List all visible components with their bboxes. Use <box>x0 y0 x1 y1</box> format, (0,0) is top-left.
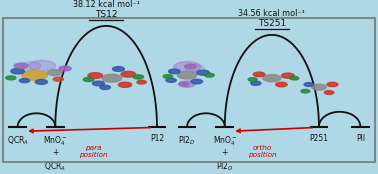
Text: +: + <box>222 148 228 157</box>
Circle shape <box>184 64 196 69</box>
Circle shape <box>22 70 48 80</box>
Text: +: + <box>52 148 59 157</box>
Circle shape <box>178 71 197 79</box>
Circle shape <box>205 73 214 77</box>
Circle shape <box>14 63 28 69</box>
Circle shape <box>29 60 56 71</box>
Circle shape <box>48 70 62 76</box>
Circle shape <box>324 91 334 94</box>
Circle shape <box>93 81 104 86</box>
Circle shape <box>253 72 265 77</box>
Circle shape <box>137 80 146 84</box>
Circle shape <box>185 64 204 72</box>
Circle shape <box>59 66 71 71</box>
Circle shape <box>21 62 41 70</box>
Circle shape <box>53 77 64 81</box>
Circle shape <box>290 76 299 80</box>
Circle shape <box>304 83 313 86</box>
Text: P251: P251 <box>310 134 328 143</box>
Text: QCR$_A$: QCR$_A$ <box>44 160 66 173</box>
Text: TS12: TS12 <box>95 10 118 19</box>
Text: ortho
position: ortho position <box>248 145 277 158</box>
Text: TS251: TS251 <box>258 19 286 28</box>
Circle shape <box>179 82 189 86</box>
Circle shape <box>263 75 281 82</box>
Text: PII: PII <box>356 134 365 143</box>
Circle shape <box>133 75 144 79</box>
Circle shape <box>248 78 257 81</box>
Circle shape <box>113 67 124 71</box>
Circle shape <box>197 70 209 75</box>
Circle shape <box>11 69 25 74</box>
Circle shape <box>100 85 110 89</box>
Circle shape <box>169 69 180 74</box>
Text: PI2$_D$: PI2$_D$ <box>178 134 196 147</box>
Circle shape <box>166 78 176 82</box>
Circle shape <box>121 71 136 77</box>
Text: 34.56 kcal mol⁻¹: 34.56 kcal mol⁻¹ <box>239 9 305 18</box>
Circle shape <box>35 80 48 84</box>
Circle shape <box>191 79 203 84</box>
Circle shape <box>276 82 287 87</box>
Circle shape <box>83 77 94 82</box>
Text: P12: P12 <box>150 134 164 143</box>
Text: QCR$_A$: QCR$_A$ <box>7 134 29 147</box>
Text: MnO$_4^-$: MnO$_4^-$ <box>43 134 68 148</box>
Text: MnO$_4^-$: MnO$_4^-$ <box>212 134 237 148</box>
Text: para
position: para position <box>79 145 107 158</box>
Circle shape <box>327 82 338 87</box>
Text: PI2$_O$: PI2$_O$ <box>216 160 234 173</box>
Circle shape <box>102 74 122 82</box>
Circle shape <box>118 82 132 87</box>
Circle shape <box>174 62 201 72</box>
Circle shape <box>311 84 326 90</box>
Circle shape <box>6 76 16 80</box>
Circle shape <box>179 81 195 87</box>
Circle shape <box>19 79 29 83</box>
Text: 38.12 kcal mol⁻¹: 38.12 kcal mol⁻¹ <box>73 0 139 9</box>
Circle shape <box>251 81 261 85</box>
Circle shape <box>282 73 294 78</box>
Circle shape <box>163 75 173 78</box>
Circle shape <box>88 73 102 78</box>
Circle shape <box>301 89 310 93</box>
